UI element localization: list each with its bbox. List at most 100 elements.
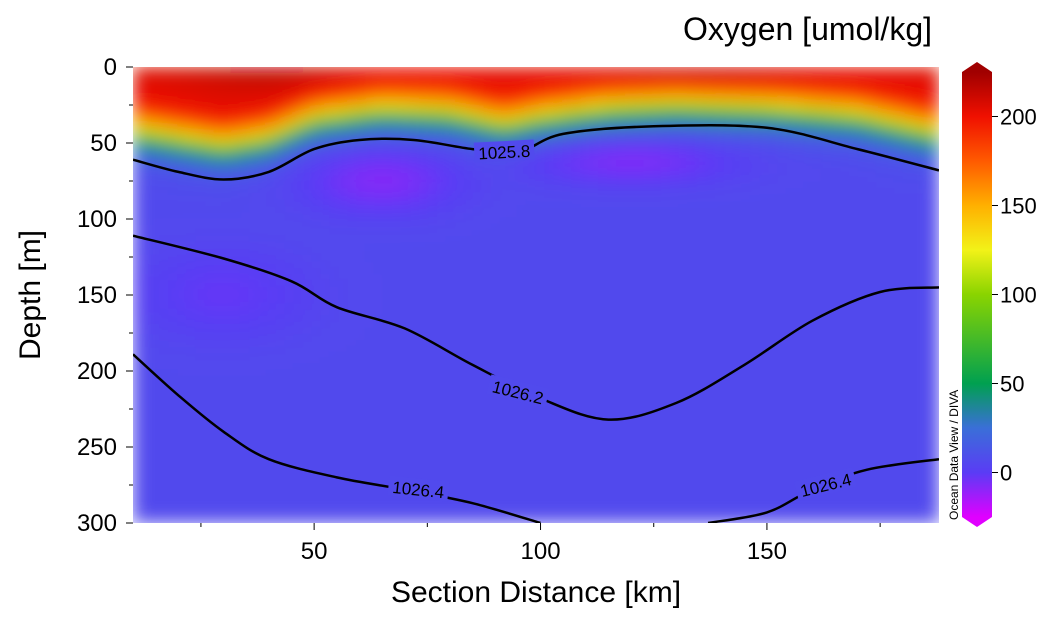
field-cell <box>463 303 474 311</box>
field-cell <box>266 151 277 159</box>
field-cell <box>401 291 412 299</box>
field-cell <box>329 431 340 439</box>
field-cell <box>678 504 689 512</box>
field-cell <box>168 78 179 86</box>
field-cell <box>607 212 618 220</box>
field-cell <box>239 121 250 129</box>
field-cell <box>159 212 170 220</box>
field-cell <box>598 413 609 421</box>
field-cell <box>454 121 465 129</box>
field-cell <box>526 315 537 323</box>
field-cell <box>293 102 304 111</box>
field-cell <box>186 127 197 135</box>
field-cell <box>472 297 483 305</box>
field-cell <box>598 273 609 281</box>
field-cell <box>293 321 304 329</box>
field-cell <box>705 406 716 415</box>
field-cell <box>571 327 582 336</box>
field-cell <box>374 90 385 98</box>
field-cell <box>463 455 474 463</box>
field-cell <box>481 109 492 117</box>
field-cell <box>669 346 680 354</box>
field-cell <box>616 109 627 117</box>
field-cell <box>159 437 170 445</box>
field-cell <box>401 352 412 360</box>
field-cell <box>419 413 430 421</box>
field-cell <box>634 279 644 287</box>
field-cell <box>669 498 680 506</box>
field-cell <box>526 492 537 500</box>
field-cell <box>454 449 465 457</box>
field-cell <box>222 78 233 86</box>
field-cell <box>544 200 555 208</box>
field-cell <box>392 303 403 311</box>
field-cell <box>347 90 358 98</box>
field-cell <box>239 169 250 177</box>
field-cell <box>481 479 492 488</box>
field-cell <box>562 370 573 378</box>
field-cell <box>562 121 573 129</box>
field-cell <box>257 479 268 488</box>
field-cell <box>571 78 582 86</box>
field-cell <box>607 151 618 159</box>
field-cell <box>275 267 286 275</box>
field-cell <box>669 364 680 372</box>
field-cell <box>508 352 519 360</box>
field-cell <box>490 425 501 433</box>
field-cell <box>150 297 161 305</box>
field-cell <box>338 242 349 250</box>
field-cell <box>383 109 394 117</box>
field-cell <box>499 90 510 98</box>
field-cell <box>696 67 707 74</box>
field-cell <box>544 175 555 184</box>
field-cell <box>365 309 376 317</box>
field-cell <box>687 334 698 342</box>
field-cell <box>696 437 707 445</box>
field-cell <box>275 504 286 512</box>
field-cell <box>714 504 725 512</box>
field-cell <box>463 151 474 159</box>
field-cell <box>365 248 376 256</box>
field-cell <box>275 461 286 469</box>
field-cell <box>248 254 259 263</box>
field-cell <box>598 115 609 123</box>
field-cell <box>472 492 483 500</box>
field-cell <box>302 109 313 117</box>
field-cell <box>275 321 286 329</box>
field-cell <box>705 139 716 147</box>
field-cell <box>168 96 179 104</box>
field-cell <box>490 224 501 232</box>
field-cell <box>634 90 644 98</box>
field-cell <box>177 455 188 463</box>
field-cell <box>311 352 322 360</box>
field-cell <box>347 206 358 214</box>
field-cell <box>669 461 680 469</box>
field-cell <box>248 516 259 523</box>
field-cell <box>374 443 385 451</box>
field-cell <box>275 84 286 92</box>
field-cell <box>257 102 268 111</box>
field-cell <box>481 388 492 396</box>
field-cell <box>150 115 161 123</box>
field-cell <box>311 212 322 220</box>
field-cell <box>562 115 573 123</box>
field-cell <box>186 84 197 92</box>
field-cell <box>347 109 358 117</box>
field-cell <box>499 261 510 269</box>
field-cell <box>239 267 250 275</box>
field-cell <box>678 254 689 263</box>
field-cell <box>544 267 555 275</box>
field-cell <box>284 182 295 190</box>
field-cell <box>651 486 662 494</box>
field-cell <box>428 248 438 256</box>
field-cell <box>195 218 206 226</box>
field-cell <box>571 340 582 348</box>
field-cell <box>634 157 644 165</box>
field-cell <box>141 467 152 475</box>
field-cell <box>669 84 680 92</box>
field-cell <box>141 498 152 506</box>
field-cell <box>311 473 322 481</box>
field-cell <box>329 248 340 256</box>
field-cell <box>150 358 161 366</box>
field-cell <box>284 127 295 135</box>
